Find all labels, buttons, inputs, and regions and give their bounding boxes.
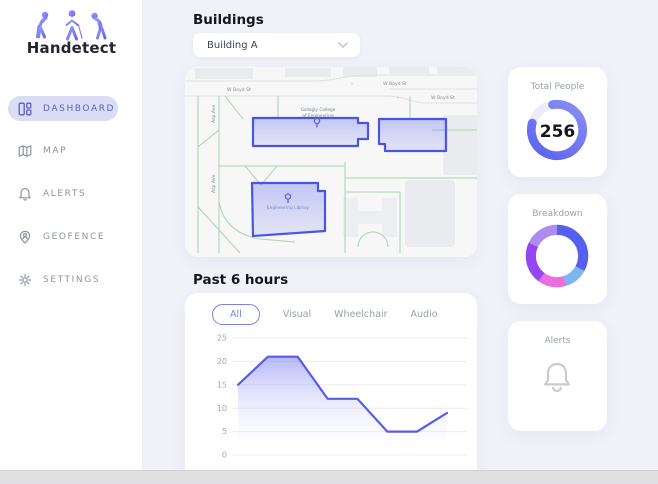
svg-text:0: 0 [222, 451, 227, 460]
street-label: W Boyd St [227, 87, 251, 93]
card-title: Breakdown [532, 209, 583, 219]
sidebar-item-map[interactable]: MAP [8, 138, 118, 163]
alerts-card: Alerts [508, 321, 607, 431]
person-pin-icon [19, 230, 31, 244]
svg-text:25: 25 [217, 334, 227, 343]
geofence-polygon-library [250, 181, 327, 238]
map-poi-labels: Gallogly College of Engineering Engineer… [267, 107, 336, 211]
breakdown-card: Breakdown [508, 194, 607, 304]
avenue-label: Asp Ave [211, 174, 217, 193]
chart-tabs: All Visual Wheelchair Audio [212, 304, 438, 325]
street-separator: – [351, 82, 354, 87]
gear-icon [19, 273, 31, 286]
map-pin-library-icon[interactable] [284, 193, 292, 204]
svg-text:15: 15 [217, 380, 227, 389]
sidebar-item-settings[interactable]: SETTINGS [8, 267, 118, 292]
area-chart: 0 5 10 15 20 25 [217, 334, 467, 460]
sidebar-item-label: MAP [43, 145, 68, 156]
svg-text:10: 10 [217, 404, 227, 413]
map-icon [18, 144, 32, 157]
dashboard-grid-icon [18, 102, 32, 115]
street-label: W Boyd St [383, 81, 407, 87]
building-selector-value: Building A [207, 39, 258, 51]
street-separator: – [397, 96, 400, 101]
total-people-value: 256 [539, 122, 576, 142]
bottom-edge-bar [0, 470, 658, 484]
map-roads [185, 74, 477, 104]
map-street-labels: W Boyd St – W Boyd St – W Boyd St Asp Av… [211, 81, 455, 193]
bell-icon [19, 187, 31, 201]
total-people-card: Total People 256 [508, 67, 607, 177]
street-label: W Boyd St [431, 95, 455, 101]
sidebar-item-label: ALERTS [43, 188, 87, 199]
map-card: W Boyd St – W Boyd St – W Boyd St Asp Av… [185, 67, 477, 257]
geofence-polygon-college [251, 116, 370, 148]
sidebar: Handetect DASHBOARD MAP [0, 0, 143, 484]
sidebar-item-dashboard[interactable]: DASHBOARD [8, 96, 118, 121]
app-name: Handetect [26, 39, 117, 57]
chevron-down-icon [338, 42, 348, 48]
page-title-buildings: Buildings [193, 12, 264, 28]
geofence-polygons[interactable] [250, 116, 448, 238]
svg-text:5: 5 [222, 427, 227, 436]
poi-label-library: Engineering Library [267, 205, 310, 211]
progress-ring-chart [526, 99, 588, 161]
avenue-label: Asp Ave [211, 104, 217, 123]
building-selector[interactable]: Building A [193, 33, 360, 57]
tab-all[interactable]: All [212, 304, 260, 325]
map-paths [197, 95, 477, 254]
card-title: Alerts [544, 336, 571, 346]
tab-visual[interactable]: Visual [282, 309, 312, 320]
geofence-polygon-northeast [377, 117, 448, 153]
svg-text:20: 20 [217, 357, 227, 366]
map-building-h [343, 198, 397, 237]
map-pin-college-icon[interactable] [313, 117, 321, 128]
card-title: Total People [530, 82, 585, 92]
breakdown-donut-chart [525, 224, 589, 288]
accessibility-figures-icon [35, 10, 106, 41]
sidebar-item-geofence[interactable]: GEOFENCE [8, 224, 118, 249]
bell-icon [544, 362, 570, 393]
sidebar-item-alerts[interactable]: ALERTS [8, 181, 118, 206]
poi-label-college-line2: of Engineering [302, 113, 334, 119]
chart-card: All Visual Wheelchair Audio 0 5 10 15 20 25 [185, 293, 477, 483]
tab-audio[interactable]: Audio [410, 309, 438, 320]
section-title-past6: Past 6 hours [193, 272, 289, 288]
sidebar-item-label: SETTINGS [43, 274, 101, 285]
map-canvas[interactable]: W Boyd St – W Boyd St – W Boyd St Asp Av… [185, 67, 477, 257]
poi-label-college-line1: Gallogly College [301, 107, 336, 113]
sidebar-item-label: GEOFENCE [43, 231, 106, 242]
app-logo: Handetect [0, 8, 143, 57]
tab-wheelchair[interactable]: Wheelchair [334, 309, 388, 320]
sidebar-item-label: DASHBOARD [43, 103, 116, 114]
